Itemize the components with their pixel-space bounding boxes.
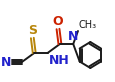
Text: NH: NH: [48, 54, 69, 67]
Text: O: O: [52, 15, 63, 28]
Text: N: N: [1, 56, 11, 68]
Text: CH₃: CH₃: [78, 20, 96, 30]
Text: N: N: [67, 30, 78, 42]
Text: S: S: [28, 24, 37, 37]
